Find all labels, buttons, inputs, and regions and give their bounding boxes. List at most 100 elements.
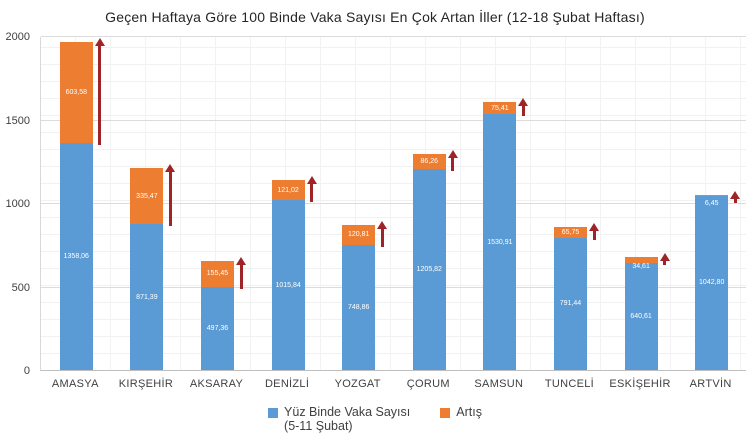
bar-label-increase: 34,61 — [632, 262, 650, 270]
bar-increase-samsun — [483, 101, 517, 115]
x-axis-label-kirşehi̇r: KIRŞEHİR — [118, 378, 174, 390]
x-axis-label-çorum: ÇORUM — [406, 378, 450, 390]
bar-cases-deni̇zli̇ — [271, 200, 305, 370]
gridline-2000 — [41, 36, 746, 37]
y-axis-tick-label: 0 — [23, 365, 30, 377]
legend-cases-text: Yüz Binde Vaka Sayısı (5-11 Şubat) — [284, 405, 410, 433]
bar-label-increase: 335,47 — [136, 192, 158, 200]
bar-label-cases: 871,39 — [136, 293, 158, 301]
legend-cases-sublabel: (5-11 Şubat) — [284, 419, 353, 433]
bar-label-increase: 155,45 — [206, 270, 229, 278]
bar-cases-kirşehi̇r — [130, 224, 164, 370]
increase-arrow-icon — [94, 38, 105, 146]
arrow-shaft — [451, 158, 455, 171]
x-axis-label-amasya: AMASYA — [51, 378, 99, 390]
x-axis-label-samsun: SAMSUN — [474, 378, 524, 390]
arrow-head-icon — [306, 176, 317, 185]
arrow-shaft — [663, 261, 667, 266]
bar-label-cases: 791,44 — [559, 300, 582, 308]
bar-label-increase: 120,81 — [347, 231, 370, 239]
bar-cases-tunceli̇ — [554, 237, 587, 370]
increase-arrow-icon — [659, 253, 670, 266]
bar-label-increase: 603,58 — [65, 89, 87, 97]
gridline-1000 — [41, 203, 746, 204]
arrow-head-icon — [165, 164, 176, 173]
arrow-head-icon — [659, 253, 670, 262]
plot-area: 1358,06 603,58 871,39 335,47 497,36 155,45 101… — [40, 36, 746, 371]
y-axis-tick-label: 500 — [11, 281, 30, 294]
increase-arrow-icon — [377, 220, 388, 247]
x-axis-label-deni̇zli̇: DENİZLİ — [264, 378, 310, 390]
bar-increase-çorum — [412, 154, 446, 169]
arrow-head-icon — [518, 97, 529, 106]
bar-increase-eski̇şehi̇r — [624, 257, 658, 264]
x-axis: AMASYA KIRŞEHİR AKSARAY DENİZLİ YOZGAT ÇORUM S… — [40, 378, 746, 390]
bar-cases-amasya — [59, 143, 93, 370]
increase-arrow-icon — [236, 257, 247, 289]
arrow-shaft — [380, 228, 384, 247]
y-axis: 0 500 1000 1500 2000 — [0, 31, 35, 377]
bar-label-increase: 75,41 — [491, 104, 509, 112]
increase-arrow-icon — [165, 164, 176, 227]
arrow-head-icon — [236, 257, 246, 265]
arrow-shaft — [168, 172, 172, 227]
bar-label-increase: 65,75 — [561, 228, 580, 236]
bar-increase-kirşehi̇r — [130, 168, 164, 225]
y-axis-tick-label: 1500 — [5, 114, 30, 127]
bar-increase-deni̇zli̇ — [271, 180, 305, 201]
legend: Yüz Binde Vaka Sayısı (5-11 Şubat) Artış — [0, 405, 750, 433]
legend-item-cases: Yüz Binde Vaka Sayısı (5-11 Şubat) — [268, 405, 410, 433]
arrow-shaft — [98, 46, 102, 146]
increase-arrow-icon — [730, 190, 741, 203]
bar-label-increase: 121,02 — [277, 186, 299, 194]
bar-cases-artvi̇n — [695, 195, 729, 370]
increase-series-swatch-icon — [440, 408, 451, 418]
increase-arrow-icon — [447, 150, 458, 171]
increase-arrow-icon — [306, 176, 317, 203]
bar-label-cases: 1205,82 — [416, 265, 442, 273]
arrow-shaft — [733, 198, 737, 203]
bar-cases-aksaray — [201, 286, 234, 370]
bar-cases-eski̇şehi̇r — [624, 263, 658, 370]
bar-label-cases: 640,61 — [630, 313, 652, 321]
legend-item-increase: Artış — [440, 405, 482, 419]
gridline-500 — [41, 286, 746, 288]
bar-increase-tunceli̇ — [554, 226, 587, 238]
arrow-head-icon — [589, 222, 599, 231]
bar-label-increase: 6,45 — [704, 200, 719, 208]
bar-label-cases: 748,86 — [347, 303, 370, 311]
bar-label-cases: 497,36 — [206, 324, 229, 332]
arrow-head-icon — [94, 38, 105, 47]
bar-increase-amasya — [59, 42, 93, 144]
bar-increase-artvi̇n — [695, 194, 729, 196]
y-axis-tick-label: 2000 — [5, 31, 30, 43]
bar-cases-samsun — [483, 114, 517, 370]
bar-label-cases: 1042,80 — [699, 279, 725, 287]
arrow-shaft — [310, 184, 314, 203]
legend-increase-label: Artış — [456, 405, 482, 419]
chart-title: Geçen Haftaya Göre 100 Binde Vaka Sayısı… — [105, 9, 645, 25]
arrow-shaft — [521, 105, 525, 117]
increase-arrow-icon — [589, 222, 600, 240]
increase-arrow-icon — [518, 97, 529, 117]
bar-label-cases: 1530,91 — [487, 238, 513, 246]
cases-series-swatch-icon — [268, 408, 279, 418]
x-axis-label-artvi̇n: ARTVİN — [689, 378, 732, 390]
arrow-head-icon — [377, 220, 388, 229]
arrow-head-icon — [730, 190, 741, 199]
x-axis-label-aksaray: AKSARAY — [189, 378, 244, 390]
bar-label-cases: 1015,84 — [275, 281, 301, 289]
legend-cases-label: Yüz Binde Vaka Sayısı — [284, 405, 411, 419]
bar-cases-çorum — [412, 168, 446, 370]
y-axis-tick-label: 1000 — [5, 198, 30, 210]
x-axis-label-yozgat: YOZGAT — [334, 378, 381, 390]
bar-label-cases: 1358,06 — [63, 253, 89, 261]
bar-increase-aksaray — [201, 261, 234, 287]
bar-increase-yozgat — [342, 224, 376, 245]
gridline-1500 — [41, 119, 746, 121]
x-axis-label-eski̇şehi̇r: ESKİŞEHİR — [609, 378, 671, 390]
arrow-head-icon — [447, 150, 458, 159]
arrow-shaft — [592, 230, 596, 240]
bar-label-increase: 86,26 — [420, 157, 439, 165]
bar-cases-yozgat — [342, 244, 376, 370]
